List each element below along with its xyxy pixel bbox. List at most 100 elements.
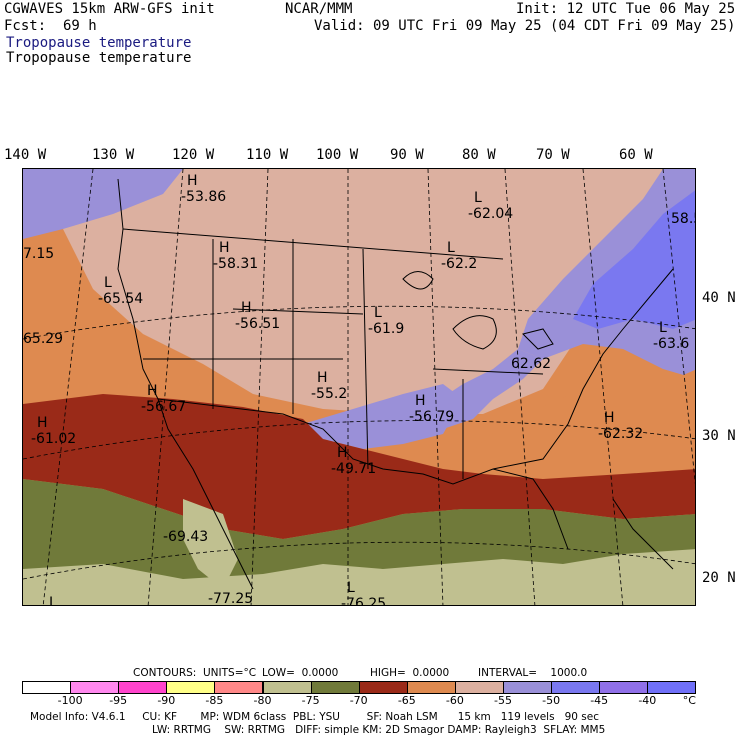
colorbar-swatch: [647, 681, 697, 694]
extremum-value: -49.71: [331, 461, 376, 477]
extremum-type: H: [415, 393, 426, 409]
extremum-type: L: [49, 595, 57, 606]
extremum-type: L: [659, 320, 667, 336]
extremum-value: -62.04: [468, 206, 513, 222]
map-panel: H-53.86L-62.0458.57.15H-58.31L-62.2L-65.…: [22, 168, 696, 606]
contours-high: HIGH= 0.0000: [370, 667, 450, 679]
init-time: Init: 12 UTC Tue 06 May 25: [516, 1, 736, 17]
longitude-label: 110 W: [246, 147, 289, 163]
colorbar-swatch: [551, 681, 601, 694]
colorbar-label: -60: [445, 694, 464, 707]
extremum-value: -56.79: [409, 409, 454, 425]
extremum-value: -69.43: [163, 529, 208, 545]
extremum-value: 58.5: [671, 211, 696, 227]
longitude-label: 70 W: [536, 147, 570, 163]
extremum-type: L: [347, 580, 355, 596]
tropopause-temperature-map: H-53.86L-62.0458.57.15H-58.31L-62.2L-65.…: [23, 169, 696, 606]
fill-blue-ne: [573, 190, 695, 329]
extremum-value: -53.86: [181, 189, 226, 205]
latitude-label: 30 N: [702, 428, 736, 444]
colorbar-label: -40: [638, 694, 657, 707]
extremum-type: H: [147, 383, 158, 399]
colorbar-label: -65: [397, 694, 416, 707]
field-title: Tropopause temperature: [6, 35, 192, 51]
colorbar-swatch: [454, 681, 504, 694]
colorbar-label: -80: [253, 694, 272, 707]
longitude-label: 140 W: [4, 147, 47, 163]
extremum-value: -77.25: [208, 591, 253, 606]
contours-label: CONTOURS:: [133, 667, 197, 679]
extremum-type: H: [219, 240, 230, 256]
extremum-value: 7.15: [23, 246, 54, 262]
colorbar-label: -50: [542, 694, 561, 707]
colorbar-label: -75: [301, 694, 320, 707]
contours-units: UNITS=°C: [203, 667, 257, 679]
colorbar-swatch: [406, 681, 456, 694]
contours-interval: INTERVAL= 1000.0: [478, 667, 588, 679]
forecast-hour: 69 h: [63, 18, 97, 34]
colorbar-swatch: [262, 681, 312, 694]
extremum-value: -61.9: [368, 321, 404, 337]
extremum-type: L: [474, 190, 482, 206]
extremum-type: H: [337, 445, 348, 461]
longitude-label: 80 W: [462, 147, 496, 163]
extrema-labels: H-53.86L-62.0458.57.15H-58.31L-62.2L-65.…: [23, 173, 696, 606]
physics-info-line: LW: RRTMG SW: RRTMG DIFF: simple KM: 2D …: [152, 724, 606, 736]
contours-low: LOW= 0.0000: [262, 667, 339, 679]
extremum-type: H: [317, 370, 328, 386]
extremum-type: L: [374, 305, 382, 321]
longitude-label: 60 W: [619, 147, 653, 163]
extremum-value: -56.51: [235, 316, 280, 332]
colorbar-swatch: [310, 681, 360, 694]
longitude-label: 120 W: [172, 147, 215, 163]
colorbar-label: °C: [682, 694, 696, 707]
colorbar-label: -85: [205, 694, 224, 707]
colorbar-swatch: [22, 681, 72, 694]
model-info-line: Model Info: V4.6.1 CU: KF MP: WDM 6class…: [30, 711, 599, 723]
extremum-type: H: [604, 410, 615, 426]
colorbar-swatch: [118, 681, 168, 694]
colorbar-swatch: [70, 681, 120, 694]
fill-lavender-nw: [23, 169, 183, 239]
colorbar-swatch: [503, 681, 553, 694]
extremum-type: L: [447, 240, 455, 256]
latitude-label: 20 N: [702, 570, 736, 586]
colorbar-label: -95: [109, 694, 128, 707]
extremum-value: -58.31: [213, 256, 258, 272]
extremum-value: -61.02: [31, 431, 76, 447]
extremum-type: H: [187, 173, 198, 189]
valid-time: Valid: 09 UTC Fri 09 May 25 (04 CDT Fri …: [314, 18, 736, 34]
colorbar-label: -90: [157, 694, 176, 707]
colorbar-label: -45: [590, 694, 609, 707]
graticule: [23, 169, 695, 605]
extremum-value: -55.2: [311, 386, 347, 402]
extremum-value: -63.6: [653, 336, 689, 352]
field-subtitle: Tropopause temperature: [6, 50, 192, 66]
coastlines-and-borders: [117, 178, 674, 590]
extremum-type: L: [104, 275, 112, 291]
model-title: CGWAVES 15km ARW-GFS init: [4, 1, 215, 17]
colorbar-label: -70: [349, 694, 368, 707]
colorbar-label: -55: [494, 694, 512, 707]
longitude-label: 100 W: [316, 147, 359, 163]
colorbar-swatch: [599, 681, 649, 694]
latitude-label: 40 N: [702, 290, 736, 306]
colorbar-label: -100: [57, 694, 83, 707]
extremum-value: -56.67: [141, 399, 186, 415]
extremum-value: -62.32: [598, 426, 643, 442]
fill-lavender-south: [303, 384, 463, 449]
colorbar-swatch: [214, 681, 264, 694]
longitude-label: 90 W: [390, 147, 424, 163]
extremum-type: H: [241, 300, 252, 316]
forecast-label: Fcst:: [4, 18, 47, 34]
extremum-value: -76.25: [341, 596, 386, 606]
fill-orange-se: [463, 369, 695, 489]
extremum-value: 62.62: [511, 356, 551, 372]
org-label: NCAR/MMM: [285, 1, 353, 17]
fill-khaki: [23, 549, 695, 605]
extremum-value: -65.54: [98, 291, 143, 307]
extremum-value: -62.2: [441, 256, 477, 272]
extremum-value: 65.29: [23, 331, 63, 347]
fill-khaki-baja: [183, 499, 238, 589]
colorbar-swatch: [358, 681, 408, 694]
